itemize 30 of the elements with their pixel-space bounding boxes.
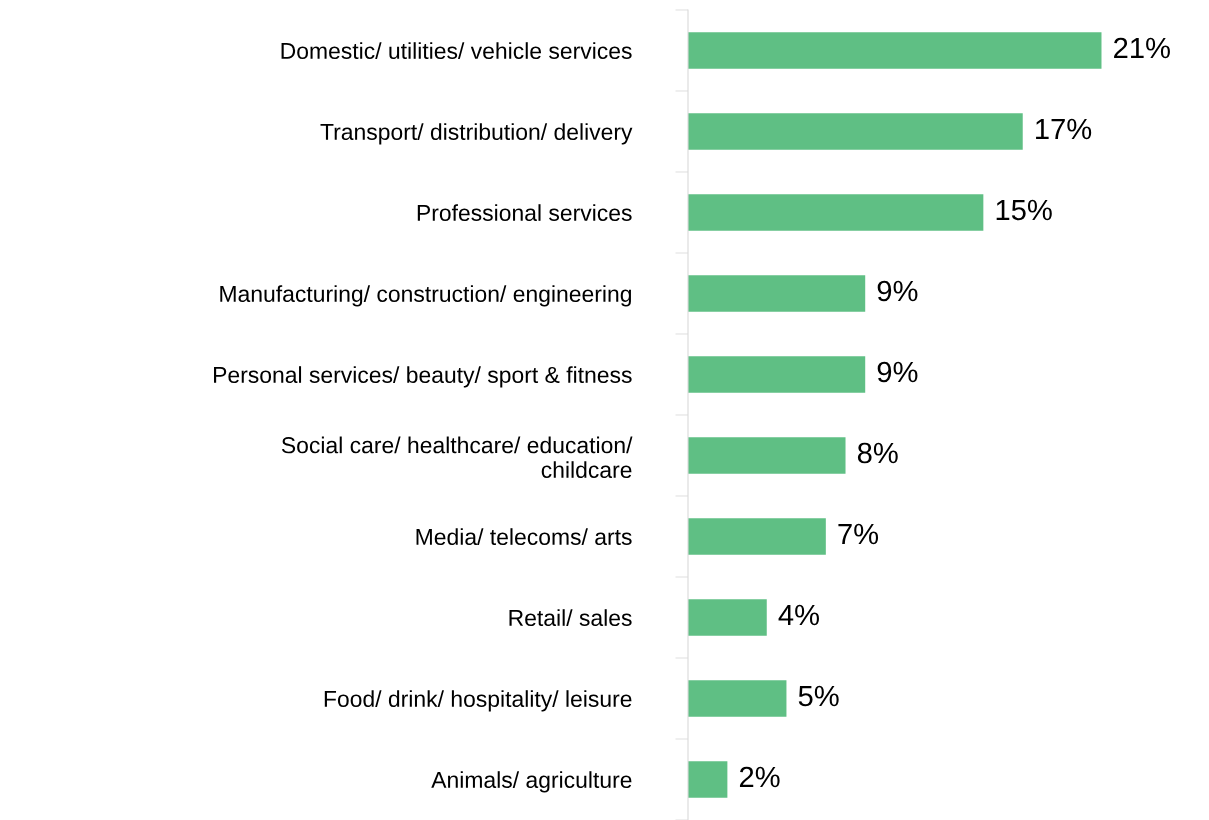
bar (688, 194, 984, 231)
bar (688, 437, 846, 474)
bar (688, 680, 787, 717)
bar (688, 356, 866, 393)
bar (688, 32, 1102, 69)
bar (688, 275, 866, 312)
data-label: 17% (1036, 118, 1092, 140)
bar (688, 518, 826, 555)
y-tick-label: Retail/ sales (509, 609, 632, 627)
data-label: 4% (778, 604, 819, 626)
y-tick-label: Animals/ agriculture (431, 771, 632, 793)
y-tick-label: Domestic/ utilities/ vehicle services (281, 42, 632, 60)
data-label: 7% (838, 523, 879, 545)
y-tick-label: Transport/ distribution/ delivery (320, 123, 633, 145)
y-tick-label: Manufacturing/ construction/ engineering (220, 285, 631, 307)
data-label: 9% (877, 280, 918, 302)
data-label: 5% (798, 685, 839, 707)
data-label: 8% (857, 442, 898, 464)
bar (688, 599, 767, 636)
data-label: 21% (1114, 37, 1170, 59)
y-tick-label: Social care/ healthcare/ education/ childcare (281, 436, 633, 479)
data-label: 15% (996, 199, 1052, 221)
bar (688, 113, 1023, 150)
data-label: 9% (877, 361, 918, 383)
bar (688, 761, 728, 798)
y-tick-label: Food/ drink/ hospitality/ leisure (324, 690, 632, 712)
y-tick-label: Personal services/ beauty/ sport & fitness (214, 366, 632, 388)
y-tick-label: Professional services (417, 204, 632, 222)
y-tick-label: Media/ telecoms/ arts (416, 528, 632, 546)
data-label: 2% (739, 766, 780, 788)
